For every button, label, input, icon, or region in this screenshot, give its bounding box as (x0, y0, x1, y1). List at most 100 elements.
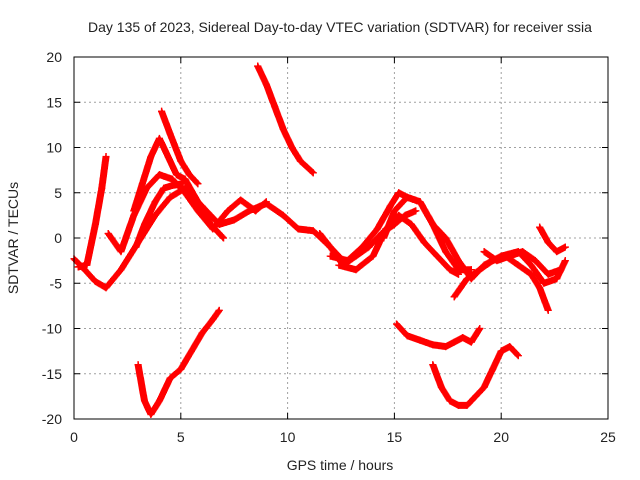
y-tick-label: 0 (54, 230, 62, 246)
y-tick-label: 20 (46, 49, 62, 65)
data-point (429, 341, 437, 349)
data-point (446, 397, 454, 405)
data-point (463, 401, 471, 409)
y-tick-label: -15 (42, 366, 62, 382)
data-point (168, 182, 176, 190)
data-point (352, 266, 360, 274)
data-point (166, 193, 174, 201)
data-point (326, 243, 334, 251)
data-point (271, 103, 279, 111)
data-point (429, 220, 437, 228)
chart-title: Day 135 of 2023, Sidereal Day-to-day VTE… (88, 19, 592, 35)
x-tick-label: 5 (177, 429, 185, 445)
data-point (294, 225, 302, 233)
data-point (450, 293, 458, 301)
data-point (369, 252, 377, 260)
data-point (134, 361, 142, 369)
data-point (527, 270, 535, 278)
series-arc-17 (429, 343, 522, 409)
data-point (102, 153, 110, 161)
x-tick-label: 20 (493, 429, 509, 445)
data-point (155, 171, 163, 179)
data-point (433, 252, 441, 260)
data-point (446, 266, 454, 274)
data-point (454, 270, 462, 278)
data-point (544, 306, 552, 314)
data-point (343, 257, 351, 265)
data-point (420, 239, 428, 247)
data-point (151, 211, 159, 219)
data-point (395, 211, 403, 219)
data-point (506, 343, 514, 351)
data-point (561, 243, 569, 251)
data-point (130, 207, 138, 215)
data-point (544, 270, 552, 278)
data-point (158, 107, 166, 115)
axis-ticks: 0 5 10 15 20 25 -20 -15 -10 -5 0 5 10 15 20 (42, 49, 616, 445)
data-point (407, 220, 415, 228)
data-point (155, 134, 163, 142)
y-axis-label: SDTVAR / TECUs (5, 182, 21, 294)
series-arc-16 (393, 320, 484, 351)
data-point (390, 207, 398, 215)
y-tick-label: -5 (50, 275, 63, 291)
data-point (98, 184, 106, 192)
data-point (536, 284, 544, 292)
data-point (395, 189, 403, 197)
data-point (132, 243, 140, 251)
data-point (309, 169, 317, 177)
y-tick-label: -10 (42, 321, 62, 337)
data-point (198, 329, 206, 337)
data-point (365, 243, 373, 251)
x-tick-label: 0 (70, 429, 78, 445)
data-point (207, 220, 215, 228)
data-point (230, 216, 238, 224)
data-point (454, 401, 462, 409)
data-point (561, 257, 569, 265)
data-point (179, 180, 187, 188)
data-point (540, 279, 548, 287)
series-arc-8 (254, 62, 317, 177)
data-point (553, 275, 561, 283)
data-point (553, 248, 561, 256)
data-point (254, 62, 262, 70)
x-tick-label: 10 (280, 429, 296, 445)
grid (74, 57, 608, 419)
y-tick-label: -20 (42, 411, 62, 427)
data-point (442, 343, 450, 351)
data-point (138, 180, 146, 188)
series-arc-5 (132, 180, 187, 251)
data-point (416, 336, 424, 344)
data-point (544, 239, 552, 247)
series-arc-14 (480, 248, 565, 278)
data-point (489, 365, 497, 373)
data-point (450, 338, 458, 346)
data-point (454, 257, 462, 265)
data-point (83, 261, 91, 269)
series-arc-4 (130, 134, 228, 242)
data-point (403, 332, 411, 340)
data-point (147, 410, 155, 418)
data-point (416, 198, 424, 206)
data-point (429, 361, 437, 369)
data-point (252, 207, 260, 215)
data-point (237, 196, 245, 204)
data-point (166, 374, 174, 382)
data-point (519, 248, 527, 256)
data-point (476, 266, 484, 274)
data-point (463, 275, 471, 283)
data-point (104, 229, 112, 237)
data-point (279, 125, 287, 133)
data-point (386, 202, 394, 210)
data-point (380, 234, 388, 242)
data-point (459, 334, 467, 342)
data-point (168, 175, 176, 183)
data-point (373, 225, 381, 233)
data-point (147, 153, 155, 161)
data-point (467, 338, 475, 346)
x-tick-label: 25 (600, 429, 616, 445)
data-point (514, 352, 522, 360)
data-point (177, 157, 185, 165)
data-point (437, 383, 445, 391)
data-point (181, 189, 189, 197)
